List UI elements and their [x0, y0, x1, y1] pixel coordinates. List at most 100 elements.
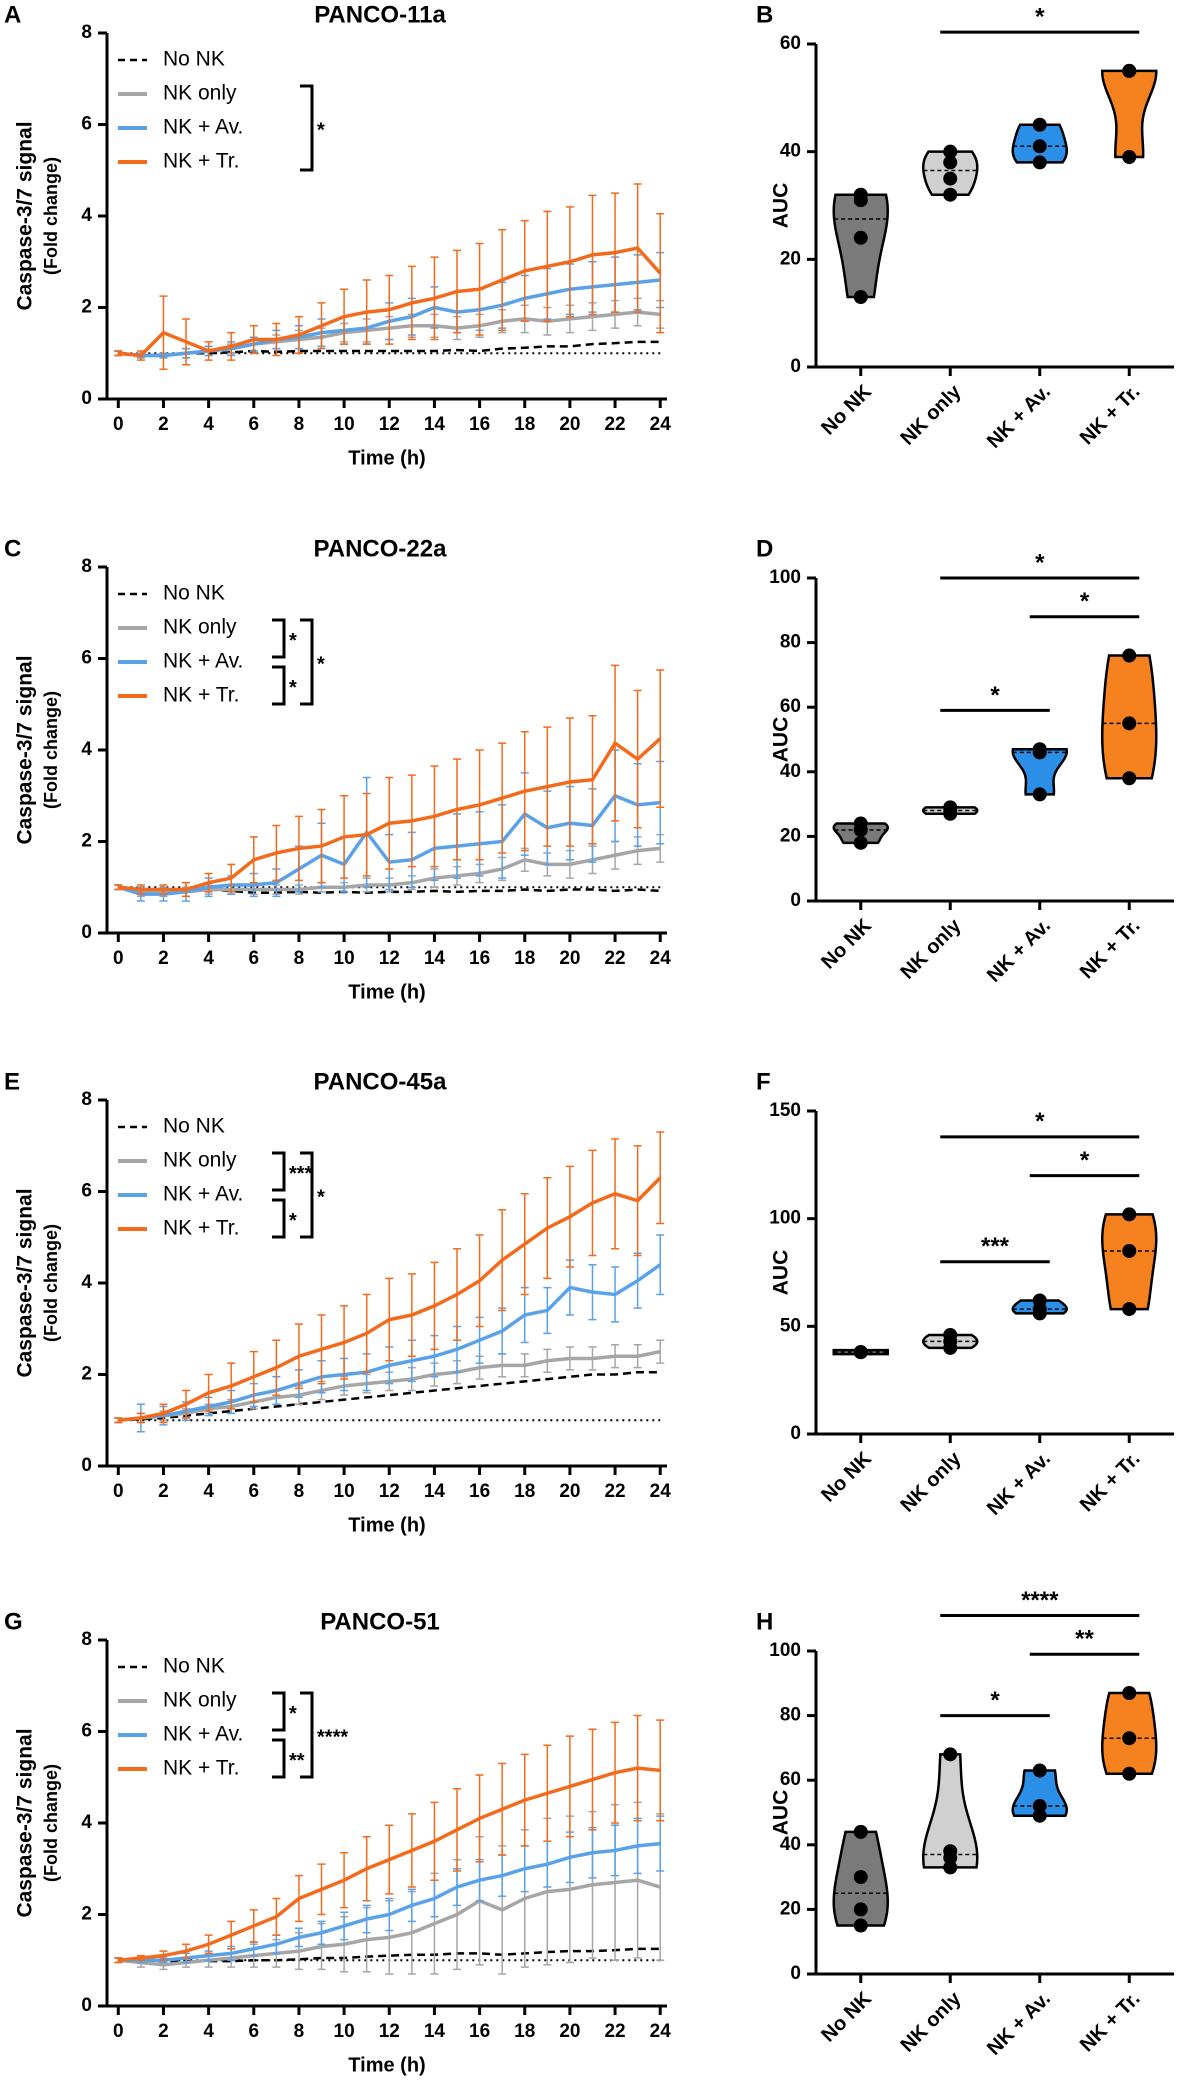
series-line [118, 1841, 661, 1962]
data-point [1122, 1207, 1137, 1222]
significance-label: * [317, 653, 325, 675]
significance-label: * [289, 677, 297, 699]
x-tick-label: No NK [817, 1447, 876, 1506]
data-point [853, 1902, 868, 1917]
x-tick-label: 16 [469, 948, 490, 969]
x-tick-label: 10 [334, 1481, 355, 1502]
y-axis-label: Caspase-3/7 signal [14, 1188, 37, 1377]
comparison-label: * [1035, 4, 1045, 31]
data-point [853, 1918, 868, 1933]
data-point [1032, 1293, 1047, 1308]
x-tick-label: 6 [248, 2021, 259, 2042]
data-point [853, 230, 868, 245]
y-tick-label: 0 [790, 890, 801, 911]
x-tick-label: 20 [559, 948, 580, 969]
y-tick-label: 0 [81, 388, 92, 409]
y-tick-label: 4 [81, 1812, 92, 1833]
data-point [1032, 742, 1047, 757]
x-axis-label: Time (h) [348, 1514, 425, 1536]
x-tick-label: NK + Av. [983, 381, 1055, 453]
data-point [943, 155, 958, 170]
data-point [943, 171, 958, 186]
significance-label: * [317, 119, 325, 141]
legend-label: NK + Av. [163, 1183, 243, 1206]
legend-label: No NK [163, 48, 225, 71]
data-point [1032, 1763, 1047, 1778]
x-tick-label: 6 [248, 414, 259, 435]
x-tick-label: No NK [817, 1987, 876, 2046]
data-point [1122, 63, 1137, 78]
data-point [1032, 155, 1047, 170]
x-tick-label: 14 [424, 948, 446, 969]
x-tick-label: 22 [604, 948, 625, 969]
chart-title: PANCO-11a [314, 1, 446, 28]
x-tick-label: 14 [424, 414, 446, 435]
x-tick-label: 12 [379, 948, 400, 969]
data-point [853, 1824, 868, 1839]
legend-label: NK + Tr. [163, 150, 239, 173]
data-point [1032, 139, 1047, 154]
comparison-label: * [1035, 1108, 1045, 1135]
y-tick-label: 8 [81, 556, 92, 577]
x-tick-label: 12 [379, 2021, 400, 2042]
panel-letter: H [756, 1608, 773, 1635]
x-tick-label: 8 [294, 948, 305, 969]
comparison-label: * [990, 1687, 1000, 1714]
data-point [853, 290, 868, 305]
y-axis-label: (Fold change) [41, 691, 61, 809]
data-point [853, 1870, 868, 1885]
y-tick-label: 4 [81, 205, 92, 226]
chart-title: PANCO-51 [320, 1608, 440, 1635]
y-tick-label: 20 [780, 1898, 801, 1919]
x-tick-label: NK only [897, 380, 967, 450]
x-tick-label: NK + Tr. [1076, 915, 1145, 984]
legend-label: NK only [163, 82, 237, 105]
comparison-label: * [990, 682, 1000, 709]
error-bar [656, 1339, 665, 1364]
x-tick-label: 14 [424, 1481, 446, 1502]
significance-label: **** [317, 1726, 348, 1748]
x-tick-label: 24 [650, 1481, 672, 1502]
x-tick-label: 6 [248, 1481, 259, 1502]
data-point [853, 187, 868, 202]
data-point [853, 1345, 868, 1360]
data-point [1032, 1808, 1047, 1823]
series-line [118, 246, 662, 358]
data-point [943, 1747, 958, 1762]
comparison-label: * [1080, 588, 1090, 615]
x-tick-label: NK + Tr. [1076, 381, 1145, 450]
chart-title: PANCO-22a [314, 535, 448, 562]
y-tick-label: 80 [780, 632, 801, 653]
series-line [118, 1176, 662, 1422]
comparison-label: * [1035, 549, 1045, 576]
significance-label: * [289, 1210, 297, 1232]
significance-bracket [272, 618, 286, 659]
data-point [943, 144, 958, 159]
x-tick-label: No NK [817, 914, 876, 973]
y-tick-label: 0 [81, 922, 92, 943]
significance-bracket [272, 1738, 286, 1779]
x-tick-label: 4 [203, 1481, 214, 1502]
legend-label: No NK [163, 1655, 225, 1678]
y-tick-label: 2 [81, 1904, 92, 1925]
panel-letter: F [756, 1068, 771, 1095]
y-tick-label: 60 [780, 33, 801, 54]
x-tick-label: 6 [248, 948, 259, 969]
x-tick-label: NK + Tr. [1076, 1988, 1145, 2057]
comparison-label: * [1080, 1147, 1090, 1174]
x-tick-label: 2 [158, 1481, 169, 1502]
data-point [943, 1327, 958, 1342]
data-point [943, 800, 958, 815]
x-tick-label: 20 [559, 414, 580, 435]
y-tick-label: 8 [81, 22, 92, 43]
comparison-label: ** [1075, 1626, 1094, 1653]
x-tick-label: 0 [113, 1481, 124, 1502]
x-tick-label: 10 [334, 414, 355, 435]
y-axis-label: Caspase-3/7 signal [14, 121, 37, 310]
significance-bracket [300, 618, 314, 706]
legend-label: NK only [163, 616, 237, 639]
panel-letter: D [756, 535, 773, 562]
y-tick-label: 100 [769, 567, 801, 588]
y-tick-label: 0 [790, 356, 801, 377]
y-tick-label: 20 [780, 248, 801, 269]
